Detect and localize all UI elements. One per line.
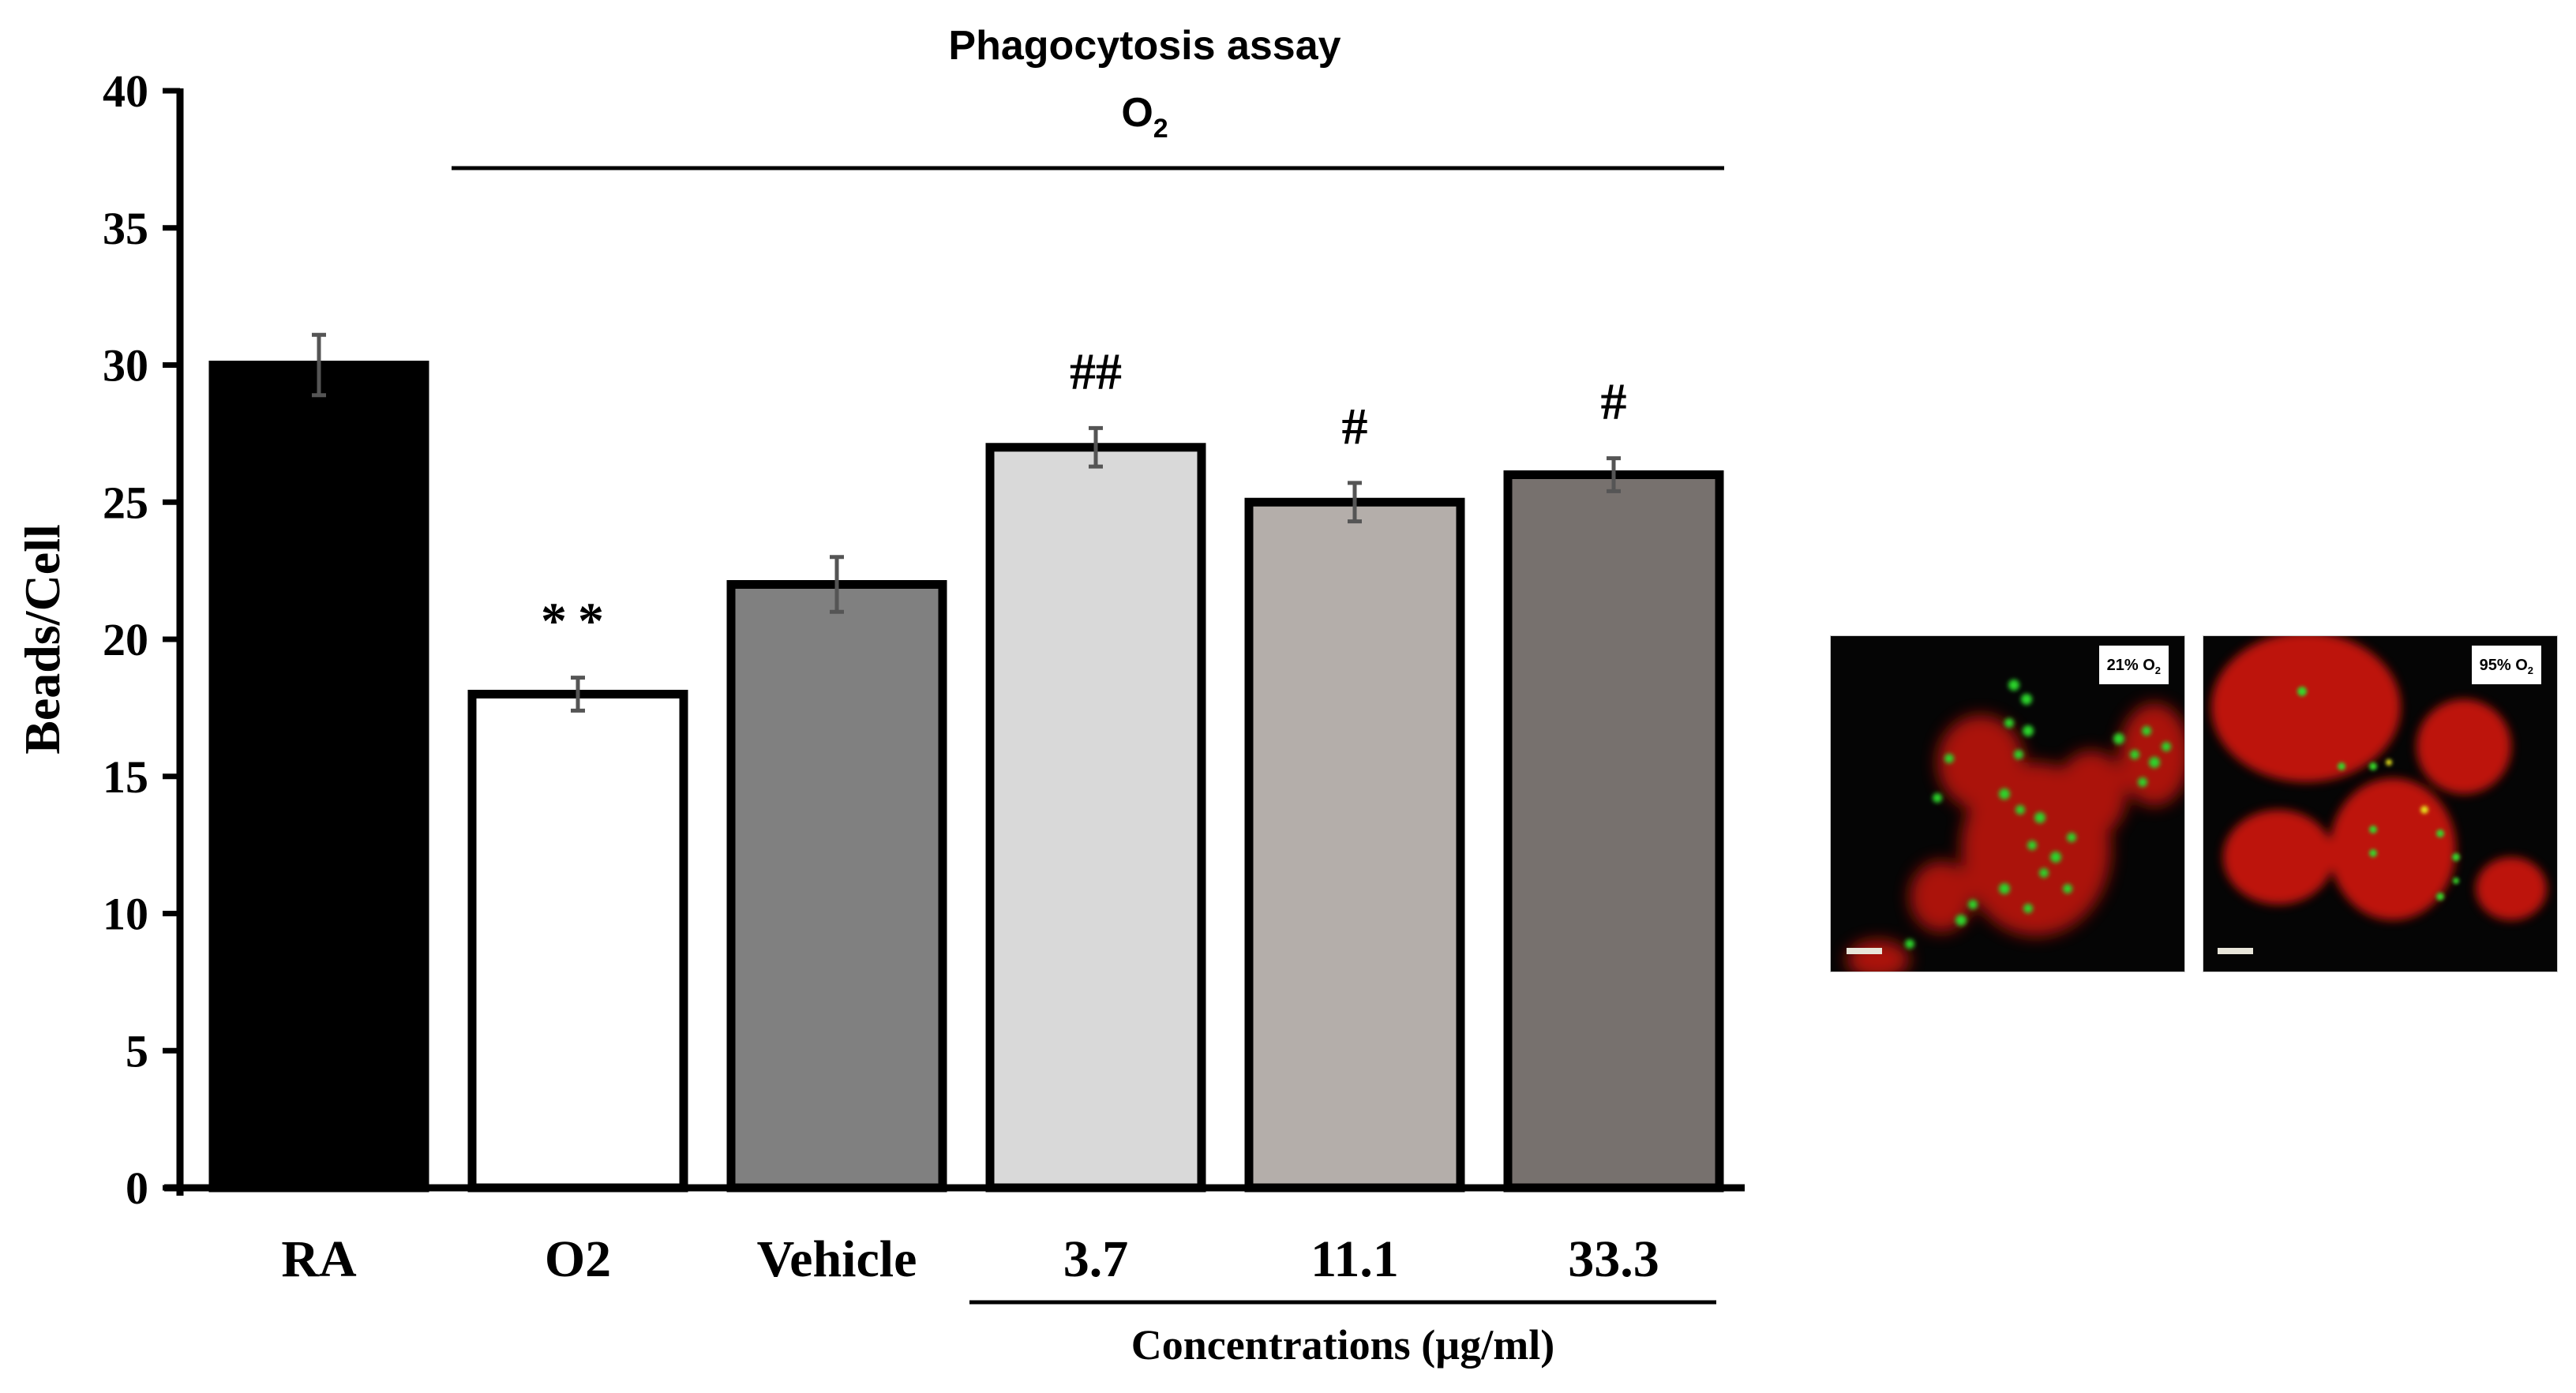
y-tick-label: 40	[103, 66, 148, 117]
chart-title-line2: O2	[1121, 90, 1168, 144]
x-tick-label: 33.3	[1568, 1230, 1659, 1288]
x-tick-label: RA	[281, 1230, 357, 1288]
y-tick-label: 5	[126, 1025, 148, 1077]
y-tick-label: 25	[103, 477, 148, 528]
x-axis-label: Concentrations (µg/ml)	[1131, 1321, 1555, 1369]
chart-title-subscript: 2	[1153, 114, 1168, 144]
significance-marker: **	[541, 593, 615, 650]
chart-bars	[208, 332, 1724, 1193]
y-tick-label: 20	[103, 614, 148, 665]
significance-marker: ##	[1070, 343, 1122, 400]
microscopy-image-21-percent-o2: 21% O2	[1830, 635, 2185, 972]
y-tick-label: 35	[103, 203, 148, 254]
cell-image-21	[1847, 680, 2184, 972]
chart-title: Phagocytosis assay	[948, 23, 1340, 69]
bar-Vehicle	[726, 580, 947, 1193]
bar-11.1	[1244, 497, 1465, 1193]
y-tick-label: 10	[103, 889, 148, 940]
chart-texts: 0 5 10 15 20 25 30 35 40 Beads/Cell RA O2 ** Vehicle 3…	[14, 23, 1659, 1369]
bar-RA	[208, 361, 429, 1193]
panel-label-21-percent: 21% O2	[2098, 646, 2169, 684]
bar-3.7	[985, 443, 1206, 1193]
y-tick-label: 15	[103, 751, 148, 803]
x-tick-label: Vehicle	[757, 1230, 917, 1288]
x-tick-label: 11.1	[1310, 1230, 1399, 1288]
microscopy-image-95-percent-o2: 95% O2	[2203, 635, 2558, 972]
significance-marker: #	[1601, 373, 1627, 431]
bar-O2	[467, 690, 688, 1193]
y-axis-label: Beads/Cell	[14, 524, 70, 755]
x-tick-label: O2	[545, 1230, 611, 1288]
y-tick-label: 0	[126, 1163, 148, 1214]
y-tick-label: 30	[103, 340, 148, 391]
cell-image-95	[2211, 636, 2547, 954]
significance-marker: #	[1342, 398, 1368, 455]
x-tick-label: 3.7	[1063, 1230, 1129, 1288]
bar-33.3	[1503, 470, 1724, 1193]
panel-label-95-percent: 95% O2	[2471, 646, 2541, 684]
